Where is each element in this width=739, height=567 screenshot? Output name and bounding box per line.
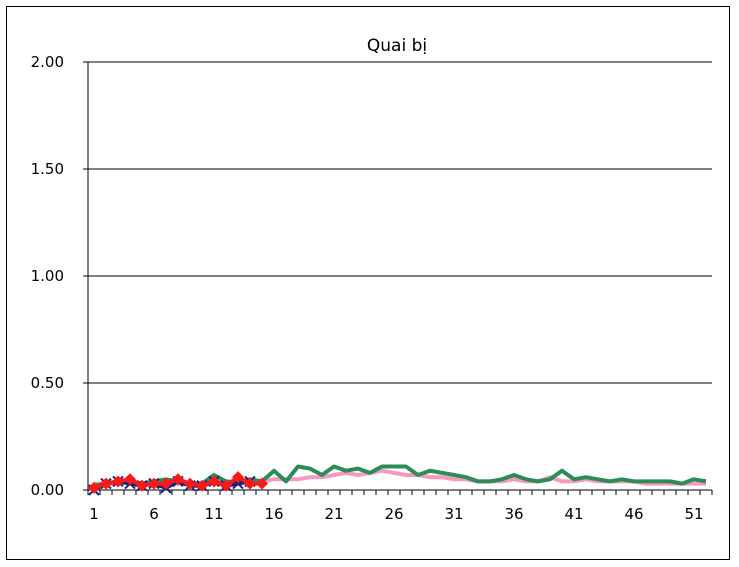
series-group [88,464,707,496]
y-tick-label: 2.00 [31,53,64,71]
x-tick-label: 21 [324,505,343,523]
data-point [256,477,268,490]
series-4 [88,471,268,494]
x-tick-label: 6 [149,505,159,523]
x-tick-label: 51 [684,505,703,523]
data-point [184,477,196,490]
axes [83,61,713,495]
data-point [124,473,136,486]
tick-labels: 0.000.501.001.502.001 6 11 16 21 26 31 36 41 46 51 [31,53,704,523]
x-tick-label: 46 [624,505,643,523]
x-tick-label: 11 [204,505,223,523]
x-tick-label: 41 [564,505,583,523]
chart-frame [6,6,730,560]
data-point [232,471,244,484]
x-tick-label: 36 [504,505,523,523]
x-tick-label: 16 [264,505,283,523]
data-point [112,475,124,488]
data-point [160,477,172,490]
chart-title: Quai bị [367,36,427,56]
data-point [148,477,160,490]
x-tick-label: 31 [444,505,463,523]
y-tick-label: 0.50 [31,374,64,392]
x-tick-label: 26 [384,505,403,523]
data-point [172,473,184,486]
data-point [220,479,232,492]
data-point [244,477,256,490]
data-point [196,479,208,492]
data-point [208,475,220,488]
data-point [88,481,100,494]
data-point [100,477,112,490]
gridlines [88,61,712,384]
y-tick-label: 0.00 [31,481,64,499]
y-tick-label: 1.00 [31,267,64,285]
y-tick-label: 1.50 [31,160,64,178]
x-tick-label: 1 [89,505,99,523]
data-point [136,479,148,492]
